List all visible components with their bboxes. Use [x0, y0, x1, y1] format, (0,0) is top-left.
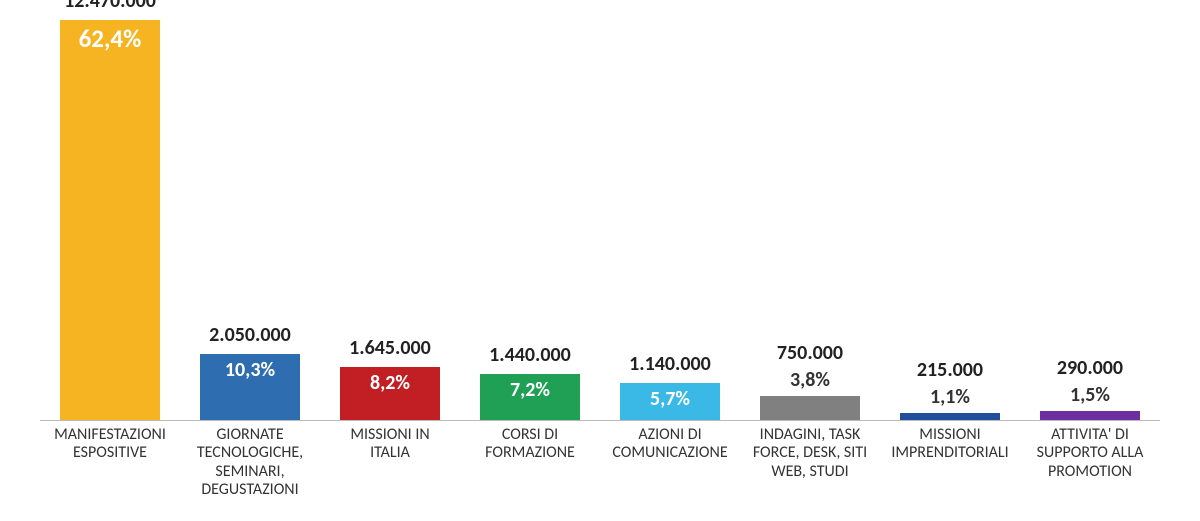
- x-axis-label: CORSI DI FORMAZIONE: [460, 426, 600, 500]
- bar-percent-label: 1,5%: [1020, 385, 1160, 405]
- bar-percent-label: 7,2%: [480, 374, 581, 400]
- bar-percent-label: 10,3%: [200, 354, 301, 380]
- x-axis: MANIFESTAZIONI ESPOSITIVEGIORNATE TECNOL…: [40, 426, 1160, 500]
- plot-area: 12.470.00062,4%2.050.000 10,3% 1.645.000 8,…: [40, 20, 1160, 421]
- bar-value-label: 12.470.000: [40, 0, 180, 12]
- bar-slot: 3,8% 750.000: [740, 20, 880, 420]
- bar: 5,7%: [620, 383, 721, 420]
- x-axis-label: GIORNATE TECNOLOGICHE, SEMINARI, DEGUSTA…: [180, 426, 320, 500]
- bar: [900, 413, 1001, 420]
- bar-slot: 1.440.000 7,2%: [460, 20, 600, 420]
- bar: 7,2%: [480, 374, 581, 420]
- bar-percent-label: 3,8%: [740, 370, 880, 390]
- bar-slot: 12.470.00062,4%: [40, 20, 180, 420]
- bar: 62,4%: [60, 20, 161, 420]
- bar-slot: 1.140.000 5,7%: [600, 20, 740, 420]
- bar-value-label: 1.645.000: [320, 337, 460, 359]
- bar-value-label: 1.440.000: [460, 344, 600, 366]
- x-axis-label: INDAGINI, TASK FORCE, DESK, SITI WEB, ST…: [740, 426, 880, 500]
- bar: 10,3%: [200, 354, 301, 420]
- bar-value-label: 215.000: [880, 359, 1020, 381]
- bar-value-label: 290.000: [1020, 357, 1160, 379]
- x-axis-label: AZIONI DI COMUNICAZIONE: [600, 426, 740, 500]
- bar: 8,2%: [340, 367, 441, 420]
- bar-value-label: 1.140.000: [600, 353, 740, 375]
- bar-slot: 1,1% 215.000: [880, 20, 1020, 420]
- bar: [760, 396, 861, 420]
- bar-value-label: 2.050.000: [180, 324, 320, 346]
- bar: [1040, 411, 1141, 420]
- x-axis-label: MANIFESTAZIONI ESPOSITIVE: [40, 426, 180, 500]
- bar-percent-label: 1,1%: [880, 387, 1020, 407]
- x-axis-label: MISSIONI IN ITALIA: [320, 426, 460, 500]
- x-axis-label: ATTIVITA' DI SUPPORTO ALLA PROMOTION: [1020, 426, 1160, 500]
- bar-value-label: 750.000: [740, 342, 880, 364]
- bar-slot: 1,5% 290.000: [1020, 20, 1160, 420]
- bar-percent-label: 62,4%: [60, 20, 161, 51]
- bar-percent-label: 8,2%: [340, 367, 441, 393]
- bar-slot: 2.050.000 10,3%: [180, 20, 320, 420]
- bar-slot: 1.645.000 8,2%: [320, 20, 460, 420]
- x-axis-label: MISSIONI IMPRENDITORIALI: [880, 426, 1020, 500]
- bar-chart: 12.470.00062,4%2.050.00010,3%1.645.0008,…: [0, 0, 1200, 521]
- bar-percent-label: 5,7%: [620, 383, 721, 409]
